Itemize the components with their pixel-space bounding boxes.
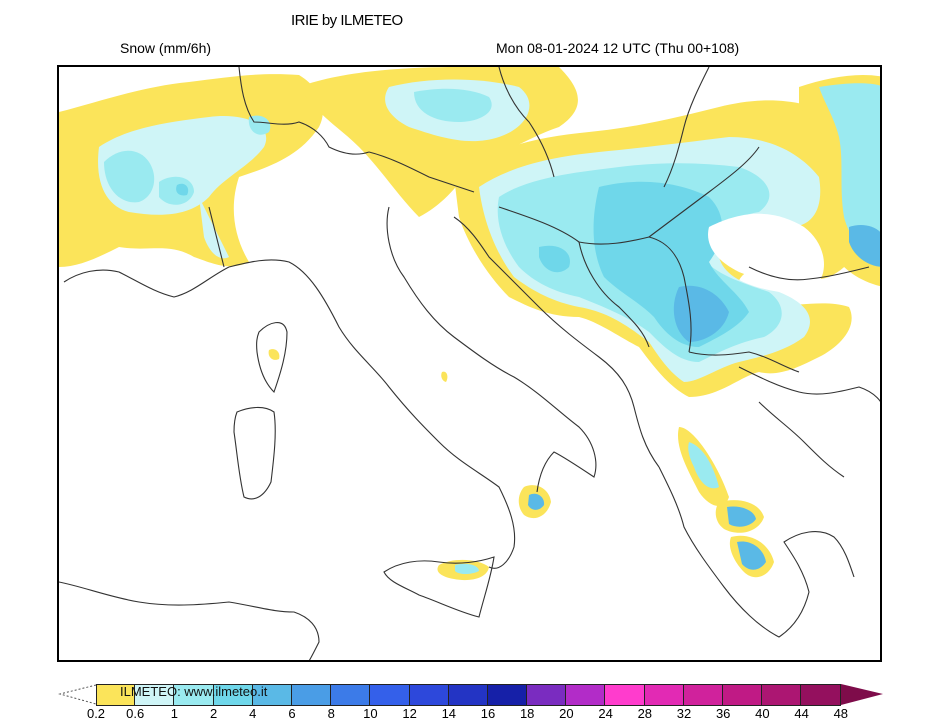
- snow-field-alps: [59, 74, 323, 268]
- legend-cell: [96, 685, 136, 705]
- legend-tick-label: 10: [363, 706, 378, 721]
- legend-cell: [291, 685, 332, 705]
- legend-tick-label: 48: [833, 706, 849, 721]
- legend-cell: [135, 685, 175, 705]
- legend-cell: [448, 685, 488, 705]
- legend-tick-label: 28: [637, 706, 653, 721]
- coastlines: [59, 67, 880, 660]
- legend-cell: [762, 685, 802, 705]
- legend-tick-label: 6: [288, 706, 296, 721]
- legend-tick-label: 32: [676, 706, 692, 721]
- valid-time-label: Mon 08-01-2024 12 UTC (Thu 00+108): [496, 40, 740, 56]
- legend-over-arrow: [840, 684, 883, 705]
- legend-tick-label: 36: [715, 706, 731, 721]
- legend-tick-label: 24: [598, 706, 613, 721]
- legend-cell: [174, 685, 214, 705]
- legend-tick-label: 0.6: [126, 706, 145, 721]
- legend-cell: [370, 685, 410, 705]
- snow-spot-corsica: [268, 349, 280, 360]
- legend-cell: [252, 685, 292, 705]
- legend-color-bar: [96, 684, 841, 706]
- legend-under-arrow: [58, 684, 97, 705]
- legend-cell: [644, 685, 684, 705]
- snow-spot-apennines: [441, 371, 448, 382]
- legend-tick-label: 20: [559, 706, 574, 721]
- legend-tick-label: 1: [170, 706, 179, 721]
- legend-cell: [487, 685, 528, 705]
- legend-cell: [801, 685, 841, 705]
- snow-field-balkans: [454, 100, 862, 397]
- variable-label: Snow (mm/6h): [120, 40, 212, 56]
- legend-tick-label: 18: [519, 706, 535, 721]
- legend-cell: [683, 685, 723, 705]
- legend-tick-label: 44: [794, 706, 809, 721]
- legend-cell: [409, 685, 449, 705]
- snow-field-central: [299, 67, 578, 217]
- legend-tick-labels: 0.2 0.6 1 2 4 6 8 10 12 14 16 18 20 24 28 32 36 40 44 48: [0, 706, 940, 724]
- snow-map: [57, 65, 882, 662]
- legend-tick-label: 4: [249, 706, 257, 721]
- legend-tick-label: 14: [441, 706, 457, 721]
- legend-cell: [605, 685, 645, 705]
- legend-watermark: ILMETEO: www.ilmeteo.it: [120, 684, 268, 699]
- map-canvas: [59, 67, 880, 660]
- legend-tick-label: 16: [480, 706, 496, 721]
- snow-field-greece: [678, 427, 774, 578]
- legend-tick-label: 40: [755, 706, 770, 721]
- legend-cell: [331, 685, 371, 705]
- clear-area-bulgaria: [708, 213, 824, 284]
- legend-tick-label: 12: [402, 706, 417, 721]
- legend-cell: [723, 685, 763, 705]
- legend-cell: [566, 685, 606, 705]
- map-title: IRIE by ILMETEO: [291, 12, 403, 29]
- legend-tick-label: 2: [209, 706, 218, 721]
- legend-cell: [527, 685, 567, 705]
- snow-field-romania: [799, 75, 880, 287]
- legend-tick-label: 8: [327, 706, 335, 721]
- legend-cell: [213, 685, 253, 705]
- color-legend: ILMETEO: www.ilmeteo.it: [58, 684, 888, 706]
- legend-tick-label: 0.2: [86, 706, 106, 721]
